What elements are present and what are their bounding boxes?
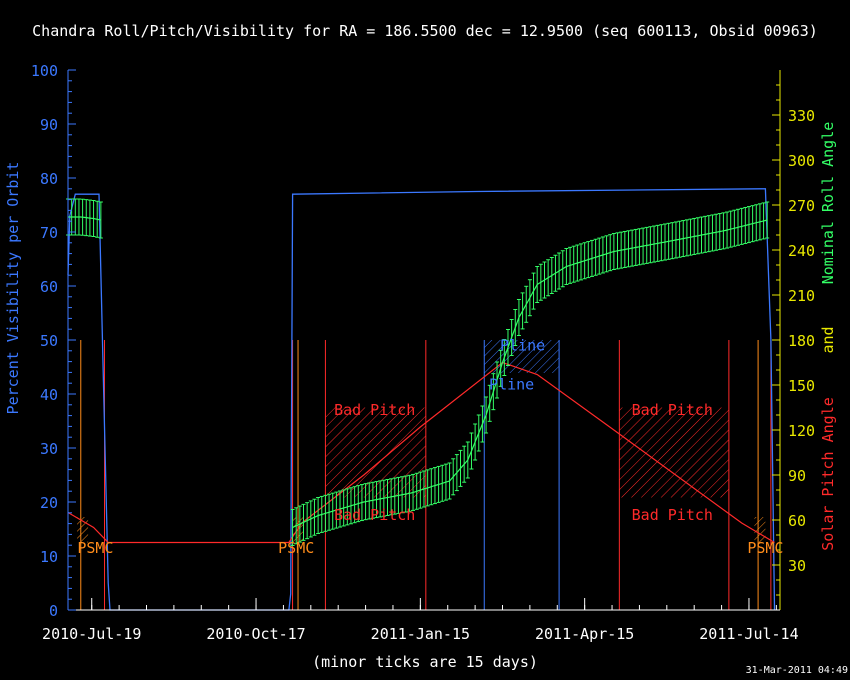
psmc-label: PSMC (278, 539, 314, 557)
x-tick-label: 2010-Jul-19 (42, 625, 141, 643)
regions-layer (77, 340, 766, 543)
right-tick-label: 180 (788, 332, 815, 350)
left-tick-label: 80 (40, 170, 58, 188)
left-tick-label: 60 (40, 278, 58, 296)
right-tick-label: 90 (788, 467, 806, 485)
roll-line (68, 216, 102, 221)
pline-label: Pline (500, 337, 545, 355)
right-tick-label: 120 (788, 422, 815, 440)
x-tick-label: 2010-Oct-17 (206, 625, 305, 643)
visibility-line (67, 188, 776, 611)
left-axis-label: Percent Visibility per Orbit (4, 162, 22, 415)
chart-title: Chandra Roll/Pitch/Visibility for RA = 1… (32, 22, 818, 40)
left-tick-label: 50 (40, 332, 58, 350)
x-tick-label: 2011-Apr-15 (535, 625, 634, 643)
left-tick-label: 30 (40, 440, 58, 458)
left-tick-label: 40 (40, 386, 58, 404)
psmc-label: PSMC (77, 539, 113, 557)
annotations-layer: Bad Pitch Bad Pitch Bad Pitch Bad Pitch Plin… (77, 337, 783, 558)
minor-tick-note: (minor ticks are 15 days) (312, 653, 538, 671)
right-tick-label: 30 (788, 557, 806, 575)
psmc-hatch (77, 517, 89, 543)
left-tick-label: 100 (31, 62, 58, 80)
left-tick-label: 10 (40, 548, 58, 566)
right-tick-label: 300 (788, 152, 815, 170)
x-tick-label: 2011-Jan-15 (371, 625, 470, 643)
right-axis-label-pitch: Solar Pitch Angle (819, 397, 837, 551)
pitch-line (67, 361, 775, 544)
bad-pitch-label: Bad Pitch (632, 506, 713, 524)
left-tick-label: 90 (40, 116, 58, 134)
bad-pitch-label: Bad Pitch (334, 506, 415, 524)
right-axis-label-and: and (819, 326, 837, 353)
series-layer (66, 188, 776, 611)
psmc-label: PSMC (747, 539, 783, 557)
right-tick-label: 270 (788, 197, 815, 215)
bad-pitch-label: Bad Pitch (632, 401, 713, 419)
psmc-hatch (754, 517, 766, 543)
left-tick-label: 20 (40, 494, 58, 512)
event-lines-layer (80, 340, 772, 610)
right-tick-label: 150 (788, 377, 815, 395)
bad-pitch-hatch (325, 407, 426, 498)
pline-label: Pline (489, 376, 534, 394)
bad-pitch-hatch (619, 407, 729, 498)
left-tick-label: 0 (49, 602, 58, 620)
right-tick-label: 240 (788, 242, 815, 260)
right-axis-label-roll: Nominal Roll Angle (819, 122, 837, 285)
right-tick-label: 60 (788, 512, 806, 530)
right-tick-label: 210 (788, 287, 815, 305)
timestamp: 31-Mar-2011 04:49 (746, 665, 848, 676)
axes-layer: 0 10 20 30 40 50 60 70 80 90 100 30 60 90 120 150 180 210… (31, 62, 815, 643)
bad-pitch-label: Bad Pitch (334, 401, 415, 419)
left-tick-label: 70 (40, 224, 58, 242)
x-tick-label: 2011-Jul-14 (699, 625, 798, 643)
right-tick-label: 330 (788, 107, 815, 125)
